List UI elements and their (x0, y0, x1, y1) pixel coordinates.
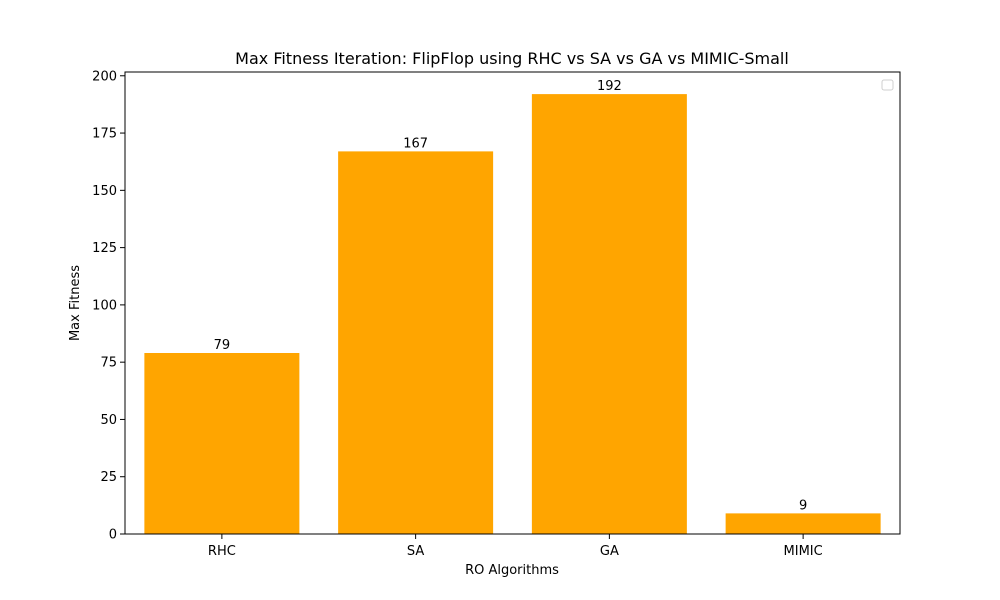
y-tick-label: 100 (92, 298, 117, 313)
y-tick-label: 200 (92, 69, 117, 84)
chart-title: Max Fitness Iteration: FlipFlop using RH… (235, 49, 789, 68)
data-label-ga: 192 (597, 79, 622, 94)
y-tick-label: 125 (92, 241, 117, 256)
data-label-sa: 167 (403, 136, 428, 151)
data-labels: 79 167 192 9 (214, 79, 808, 513)
y-tick-label: 25 (100, 470, 117, 485)
x-tick-label-mimic: MIMIC (784, 544, 823, 559)
y-tick-label: 0 (109, 528, 117, 543)
x-tick-label-ga: GA (600, 544, 619, 559)
x-tick-label-sa: SA (407, 544, 424, 559)
y-tick-label: 175 (92, 127, 117, 142)
ticks: 0 25 50 75 100 125 150 175 200 RHC SA GA MIMIC (92, 69, 823, 559)
y-axis-label: Max Fitness (68, 265, 83, 341)
y-tick-label: 75 (100, 356, 117, 371)
bar-mimic (725, 513, 881, 534)
bar-sa (338, 151, 494, 534)
y-tick-label: 150 (92, 184, 117, 199)
bars (144, 94, 881, 534)
bar-rhc (144, 353, 300, 534)
x-tick-label-rhc: RHC (208, 544, 236, 559)
plot-area: 0 25 50 75 100 125 150 175 200 RHC SA GA MIMIC 79 167… (92, 69, 901, 559)
legend (881, 79, 894, 91)
data-label-rhc: 79 (214, 338, 231, 353)
x-axis-label: RO Algorithms (465, 563, 559, 578)
y-tick-label: 50 (100, 413, 117, 428)
plot-frame-outline (124, 71, 901, 535)
legend-box (881, 79, 894, 91)
data-label-mimic: 9 (799, 498, 807, 513)
bar-ga (531, 94, 687, 534)
